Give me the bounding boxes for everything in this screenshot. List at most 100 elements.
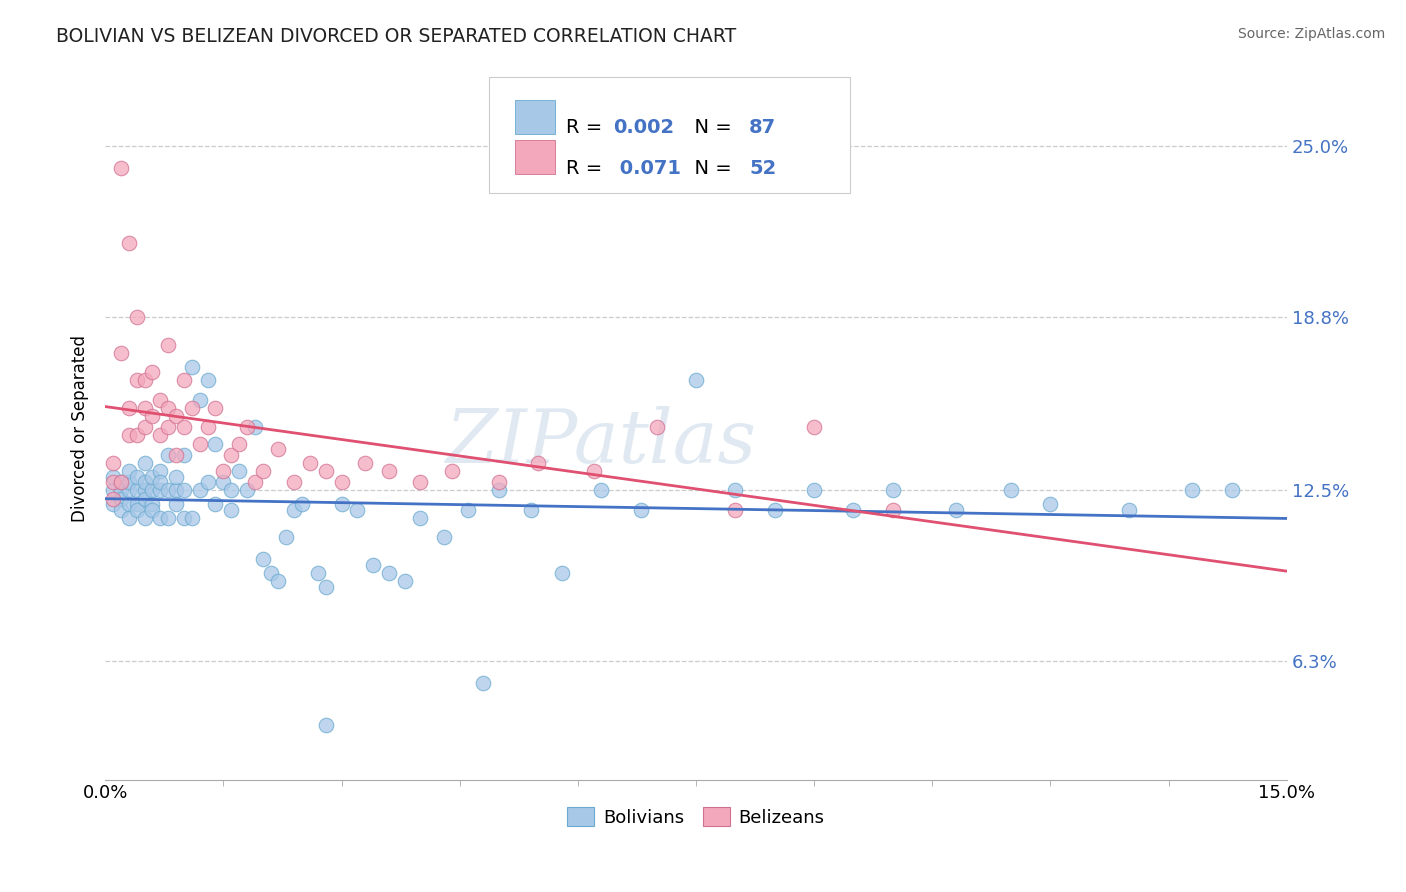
Y-axis label: Divorced or Separated: Divorced or Separated — [72, 335, 89, 522]
Text: 87: 87 — [749, 119, 776, 137]
Point — [165, 469, 187, 483]
Point — [125, 373, 148, 387]
Point — [125, 497, 148, 511]
Point — [236, 483, 259, 498]
Point — [724, 502, 747, 516]
Text: 0.002: 0.002 — [613, 119, 675, 137]
Point — [276, 530, 298, 544]
Point — [118, 464, 141, 478]
Point — [252, 552, 274, 566]
Point — [125, 428, 148, 442]
Legend: Bolivians, Belizeans: Bolivians, Belizeans — [560, 800, 832, 834]
Point — [685, 373, 707, 387]
Text: N =: N = — [682, 119, 738, 137]
Point — [134, 373, 156, 387]
Text: BOLIVIAN VS BELIZEAN DIVORCED OR SEPARATED CORRELATION CHART: BOLIVIAN VS BELIZEAN DIVORCED OR SEPARAT… — [56, 27, 737, 45]
Point — [551, 566, 574, 580]
Point — [188, 392, 211, 407]
Point — [165, 409, 187, 424]
Text: N =: N = — [682, 159, 738, 178]
Point — [118, 235, 141, 250]
Text: 52: 52 — [749, 159, 776, 178]
Point — [180, 359, 202, 374]
Point — [228, 436, 250, 450]
Point — [252, 464, 274, 478]
Point — [283, 475, 305, 490]
Point — [440, 464, 463, 478]
Point — [1039, 497, 1062, 511]
Point — [134, 491, 156, 506]
Point — [101, 456, 124, 470]
Point — [267, 442, 290, 457]
Point — [101, 483, 124, 498]
Point — [197, 475, 219, 490]
Point — [118, 483, 141, 498]
Point — [945, 502, 967, 516]
Point — [433, 530, 456, 544]
Point — [157, 420, 180, 434]
Point — [591, 483, 613, 498]
Point — [141, 483, 163, 498]
Point — [157, 511, 180, 525]
Point — [361, 558, 384, 572]
Point — [354, 456, 377, 470]
Point — [519, 502, 541, 516]
FancyBboxPatch shape — [489, 78, 849, 194]
Point — [212, 464, 235, 478]
Point — [1181, 483, 1204, 498]
Point — [204, 497, 226, 511]
Point — [101, 475, 124, 490]
Point — [165, 497, 187, 511]
Point — [582, 464, 605, 478]
Point — [488, 483, 510, 498]
Point — [157, 337, 180, 351]
Point — [149, 464, 172, 478]
Point — [283, 502, 305, 516]
Point — [125, 483, 148, 498]
Point — [267, 574, 290, 589]
Point — [149, 511, 172, 525]
Text: Source: ZipAtlas.com: Source: ZipAtlas.com — [1237, 27, 1385, 41]
Point — [197, 420, 219, 434]
Point — [307, 566, 329, 580]
Point — [125, 469, 148, 483]
Point — [101, 497, 124, 511]
Point — [101, 491, 124, 506]
Point — [409, 511, 432, 525]
Point — [125, 502, 148, 516]
Text: 0.071: 0.071 — [613, 159, 682, 178]
Point — [882, 502, 904, 516]
Point — [180, 511, 202, 525]
Point — [110, 475, 132, 490]
Point — [803, 483, 825, 498]
Point — [141, 497, 163, 511]
FancyBboxPatch shape — [515, 140, 555, 174]
Point — [527, 456, 550, 470]
Point — [394, 574, 416, 589]
Point — [149, 428, 172, 442]
FancyBboxPatch shape — [515, 100, 555, 134]
Point — [157, 483, 180, 498]
Point — [188, 483, 211, 498]
Point — [488, 475, 510, 490]
Point — [330, 475, 353, 490]
Point — [724, 483, 747, 498]
Point — [141, 365, 163, 379]
Point — [173, 511, 195, 525]
Point — [219, 483, 242, 498]
Point — [118, 401, 141, 415]
Point — [315, 580, 337, 594]
Point — [228, 464, 250, 478]
Point — [1220, 483, 1243, 498]
Point — [630, 502, 652, 516]
Point — [141, 409, 163, 424]
Point — [243, 420, 266, 434]
Point — [1118, 502, 1140, 516]
Point — [118, 511, 141, 525]
Point — [378, 566, 401, 580]
Point — [110, 491, 132, 506]
Point — [219, 448, 242, 462]
Point — [134, 475, 156, 490]
Point — [259, 566, 281, 580]
Point — [457, 502, 479, 516]
